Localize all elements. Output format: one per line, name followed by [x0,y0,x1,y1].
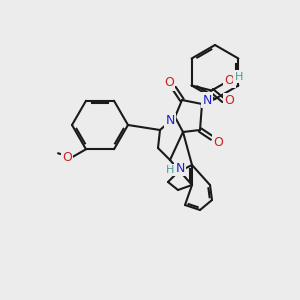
Text: O: O [62,151,72,164]
Text: O: O [225,74,235,87]
Text: H: H [166,165,174,175]
Text: O: O [225,94,235,107]
Text: N: N [165,115,175,128]
Text: O: O [164,76,174,89]
Text: N: N [175,161,185,175]
Text: H: H [234,71,243,82]
Text: O: O [213,136,223,148]
Text: N: N [202,94,212,106]
